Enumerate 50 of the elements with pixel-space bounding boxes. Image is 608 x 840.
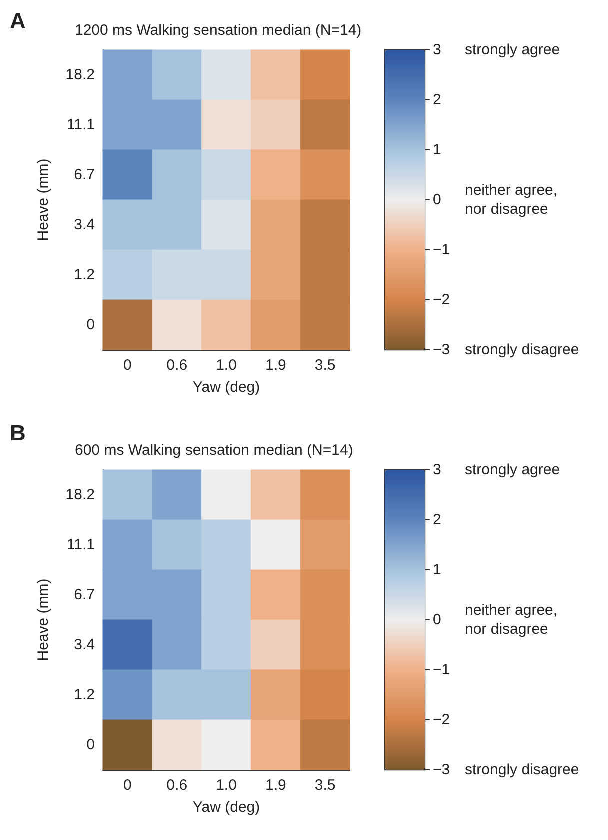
chart-title: 1200 ms Walking sensation median (N=14): [75, 22, 362, 39]
color-bar-label: 1: [433, 562, 442, 578]
text: neither agree, nor disagree: [465, 182, 558, 218]
x-tick-label: 0.6: [166, 357, 188, 374]
x-tick-label: 1.9: [265, 777, 286, 794]
y-axis-title: Heave (mm): [35, 578, 52, 662]
y-tick-label: 3.4: [74, 636, 95, 654]
y-tick-label: 6.7: [74, 166, 95, 184]
color-bar-label: −2: [433, 712, 450, 728]
y-tick-label: 0: [86, 736, 95, 754]
color-bar-label: 2: [433, 512, 442, 528]
x-axis-title: Yaw (deg): [192, 799, 260, 816]
y-tick-label: 6.7: [74, 586, 95, 604]
y-axis-title: Heave (mm): [35, 158, 52, 242]
text: B: [10, 420, 26, 446]
text: strongly agree: [465, 42, 560, 58]
chart-title: 600 ms Walking sensation median (N=14): [75, 442, 354, 459]
y-tick-label: 18.2: [66, 66, 95, 84]
x-axis-title: Yaw (deg): [192, 379, 260, 396]
color-bar-label: −1: [433, 662, 450, 678]
x-tick-label: 3.5: [314, 357, 336, 374]
y-tick-label: 18.2: [66, 486, 95, 504]
color-bar-label: −1: [433, 242, 450, 258]
text: A: [10, 8, 26, 34]
x-tick-label: 3.5: [314, 777, 336, 794]
x-tick-label: 1.0: [216, 777, 237, 794]
y-tick-label: 1.2: [74, 686, 95, 704]
text: strongly agree: [465, 462, 560, 478]
y-tick-label: 0: [86, 316, 95, 334]
y-tick-label: 11.1: [66, 536, 95, 554]
y-tick-label: 3.4: [74, 216, 95, 234]
x-tick-label: 1.9: [265, 357, 286, 374]
color-bar-label: 1: [433, 142, 442, 158]
x-tick-label: 1.0: [216, 357, 237, 374]
color-bar-label: 0: [433, 612, 442, 628]
x-tick-label: 0.6: [166, 777, 188, 794]
color-bar-label: 2: [433, 92, 442, 108]
x-tick-label: 0: [124, 357, 132, 374]
color-bar-label: −3: [433, 342, 450, 358]
text: strongly disagree: [465, 762, 580, 778]
y-tick-label: 1.2: [74, 266, 95, 284]
color-bar-label: 0: [433, 192, 442, 208]
color-bar-label: 3: [433, 42, 442, 58]
color-bar-label: −3: [433, 762, 450, 778]
color-bar-label: −2: [433, 292, 450, 308]
y-tick-label: 11.1: [66, 116, 95, 134]
text: neither agree, nor disagree: [465, 602, 558, 638]
x-tick-label: 0: [124, 777, 132, 794]
color-bar-label: 3: [433, 462, 442, 478]
text: strongly disagree: [465, 342, 580, 358]
